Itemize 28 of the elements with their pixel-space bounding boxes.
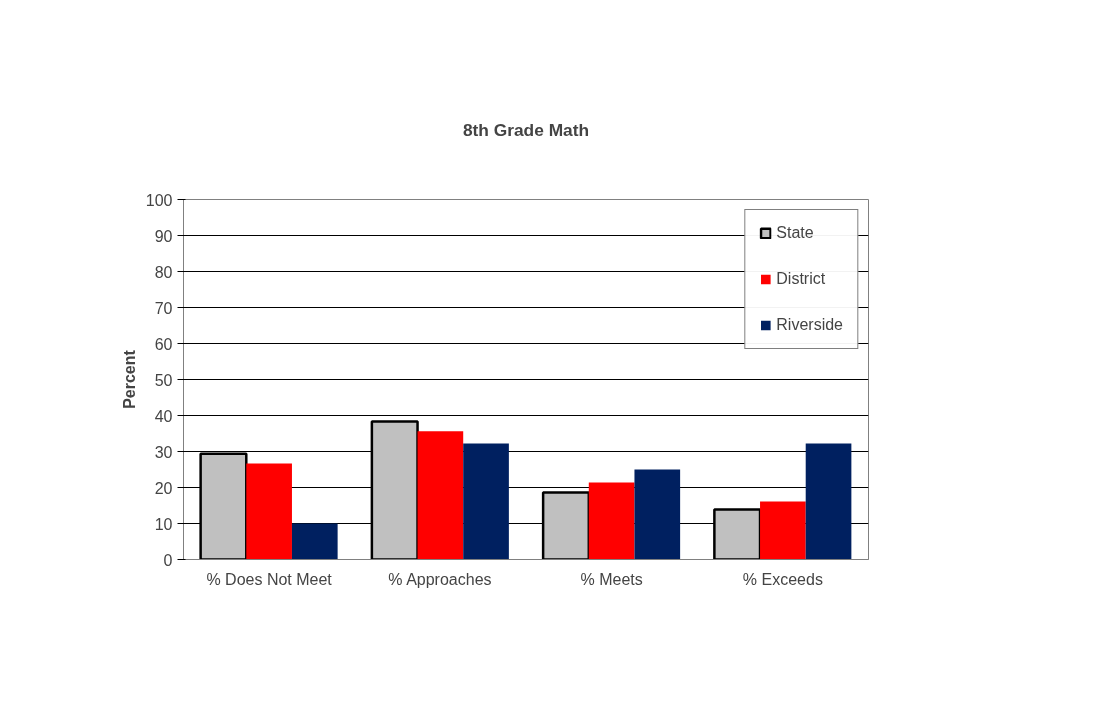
y-tick-label: 60 xyxy=(154,335,173,353)
x-tick-label: % Does Not Meet xyxy=(206,570,333,588)
chart-title: 8th Grade Math xyxy=(462,119,590,140)
bar xyxy=(805,443,852,560)
bar xyxy=(463,443,509,560)
bar xyxy=(760,501,806,560)
x-tick-label: % Meets xyxy=(580,570,643,588)
bar xyxy=(634,469,681,560)
legend-label: District xyxy=(776,270,826,288)
y-tick-label: 0 xyxy=(163,551,173,569)
y-tick-label: 100 xyxy=(145,191,173,209)
bar xyxy=(588,482,635,560)
y-tick-label: 40 xyxy=(154,407,173,425)
y-tick-label: 80 xyxy=(154,263,173,281)
y-tick-label: 10 xyxy=(154,515,173,533)
bar xyxy=(246,463,292,560)
y-tick-label: 50 xyxy=(154,371,173,389)
y-tick-label: 90 xyxy=(154,227,173,245)
x-tick-label: % Approaches xyxy=(388,570,492,588)
bar xyxy=(417,431,464,560)
legend-label: State xyxy=(776,224,814,242)
y-tick-label: 70 xyxy=(154,299,173,317)
y-tick-label: 20 xyxy=(154,479,173,497)
x-tick-label: % Exceeds xyxy=(742,570,823,588)
bar xyxy=(291,523,338,560)
y-axis-title: Percent xyxy=(120,349,138,409)
legend-label: Riverside xyxy=(776,316,843,334)
y-tick-label: 30 xyxy=(154,443,173,461)
